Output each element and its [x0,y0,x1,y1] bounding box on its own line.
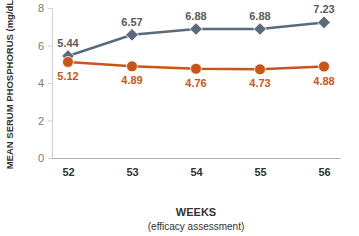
y-axis: 0 2 4 6 8 [38,2,53,164]
y-tick-label: 8 [38,2,44,14]
x-axis-subtitle: (efficacy assessment) [148,221,245,232]
y-tick-mark [48,121,52,122]
x-tick: 54 [190,166,203,178]
data-labels: 5.44 6.57 6.88 6.88 7.23 5.12 4.89 4.76 4.73 4.88 [57,3,334,89]
y-tick: 0 [38,152,52,164]
data-label: 4.76 [185,77,206,89]
y-axis-title: MEAN SERUM PHOSPHORUS (mg/dL) [4,0,15,169]
y-tick: 6 [38,40,52,52]
plot: 0 2 4 6 8 52 53 54 55 56 5.44 6.57 6.88 6.88 7.23 5.12 4… [38,2,341,178]
x-tick-label: 52 [62,166,74,178]
x-tick: 53 [126,166,138,178]
point-marker [255,64,266,75]
data-label: 5.12 [57,70,78,82]
y-tick-label: 4 [38,77,44,89]
x-tick-label: 55 [254,166,266,178]
data-label: 4.88 [313,75,334,87]
series-marks [62,16,331,75]
data-label: 4.73 [249,77,270,89]
y-tick-mark [48,158,52,159]
x-tick: 52 [62,166,74,178]
point-marker [126,28,139,41]
x-axis-line [53,158,341,159]
x-tick: 56 [318,166,330,178]
point-marker [63,57,74,68]
point-marker [254,23,267,36]
data-label: 5.44 [57,37,79,49]
point-marker [127,61,138,72]
x-tick-label: 53 [126,166,138,178]
data-label: 6.88 [249,10,270,22]
point-marker [190,23,203,36]
y-tick-mark [48,83,52,84]
data-label: 6.88 [185,10,206,22]
point-marker [319,61,330,72]
y-axis-line [52,9,53,159]
point-marker [191,63,202,74]
y-tick-mark [48,46,52,47]
data-label: 7.23 [313,3,334,15]
y-tick-mark [48,8,52,9]
y-tick: 4 [38,77,52,89]
y-tick: 2 [38,115,52,127]
x-axis: 52 53 54 55 56 [53,159,341,178]
x-tick-label: 56 [318,166,330,178]
data-label: 4.89 [121,74,142,86]
y-tick-label: 2 [38,115,44,127]
y-tick-label: 0 [38,152,44,164]
x-tick: 55 [254,166,266,178]
data-label: 6.57 [121,16,142,28]
chart: 0 2 4 6 8 52 53 54 55 56 5.44 6.57 6.88 6.88 7.23 5.12 4… [0,0,359,236]
x-axis-title: WEEKS [176,206,216,218]
x-tick-label: 54 [190,166,203,178]
series-line [68,22,324,56]
point-marker [318,16,331,29]
y-tick: 8 [38,2,52,14]
y-tick-label: 6 [38,40,44,52]
